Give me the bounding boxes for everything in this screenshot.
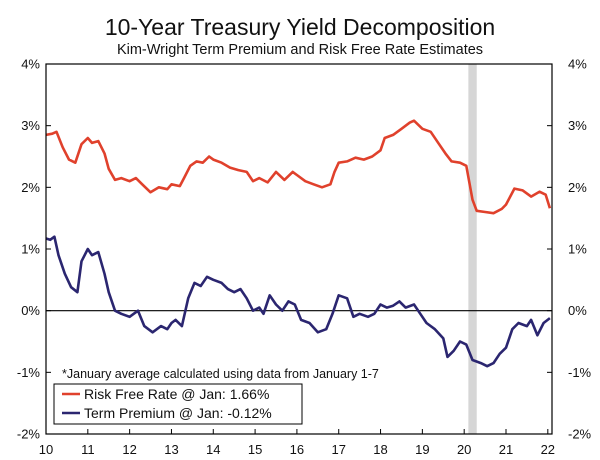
x-tick-label: 17: [331, 442, 345, 457]
recession-band-layer: [468, 64, 477, 434]
chart-subtitle: Kim-Wright Term Premium and Risk Free Ra…: [117, 42, 483, 58]
x-tick-label: 20: [457, 442, 471, 457]
x-tick-label: 19: [415, 442, 429, 457]
chart-note: *January average calculated using data f…: [62, 367, 379, 381]
x-tick-label: 15: [248, 442, 262, 457]
legend-label-risk-free: Risk Free Rate @ Jan: 1.66%: [84, 386, 269, 402]
x-tick-label: 11: [81, 442, 95, 457]
y-tick-label-left: 0%: [21, 303, 40, 318]
x-tick-label: 22: [541, 442, 555, 457]
x-tick-label: 14: [206, 442, 220, 457]
x-tick-label: 21: [499, 442, 513, 457]
recession-band: [468, 64, 477, 434]
y-axis-left-labels: -2% -1% 0% 1% 2% 3% 4%: [17, 57, 41, 442]
y-tick-label-right: 1%: [568, 242, 587, 257]
x-tick-label: 10: [39, 442, 53, 457]
y-tick-label-right: -2%: [568, 427, 592, 442]
y-tick-label-left: -1%: [17, 365, 41, 380]
y-tick-label-left: 2%: [21, 180, 40, 195]
x-axis-labels: 10 11 12 13 14 15 16 17 18 19 20 21 22: [39, 442, 555, 457]
y-tick-label-right: 3%: [568, 118, 587, 133]
x-tick-label: 18: [373, 442, 387, 457]
chart-title: 10-Year Treasury Yield Decomposition: [105, 14, 495, 40]
y-tick-label-left: 3%: [21, 118, 40, 133]
y-tick-label-right: 2%: [568, 180, 587, 195]
axes-layer: [45, 63, 553, 435]
y-tick-label-right: 0%: [568, 303, 587, 318]
y-tick-label-left: -2%: [17, 427, 41, 442]
series-layer: [45, 119, 552, 368]
y-tick-label-right: -1%: [568, 365, 592, 380]
x-tick-label: 13: [164, 442, 178, 457]
y-tick-label-left: 1%: [21, 242, 40, 257]
legend-box: [53, 383, 303, 425]
series-line-term-premium: [45, 235, 551, 368]
x-tick-label: 16: [290, 442, 304, 457]
legend-label-term-premium: Term Premium @ Jan: -0.12%: [84, 405, 272, 421]
legend: Risk Free Rate @ Jan: 1.66% Term Premium…: [53, 383, 303, 425]
series-line-risk-free: [45, 119, 552, 215]
y-axis-right-labels: -2% -1% 0% 1% 2% 3% 4%: [568, 57, 592, 442]
y-tick-label-right: 4%: [568, 57, 587, 72]
x-tick-label: 12: [122, 442, 136, 457]
y-tick-label-left: 4%: [21, 57, 40, 72]
